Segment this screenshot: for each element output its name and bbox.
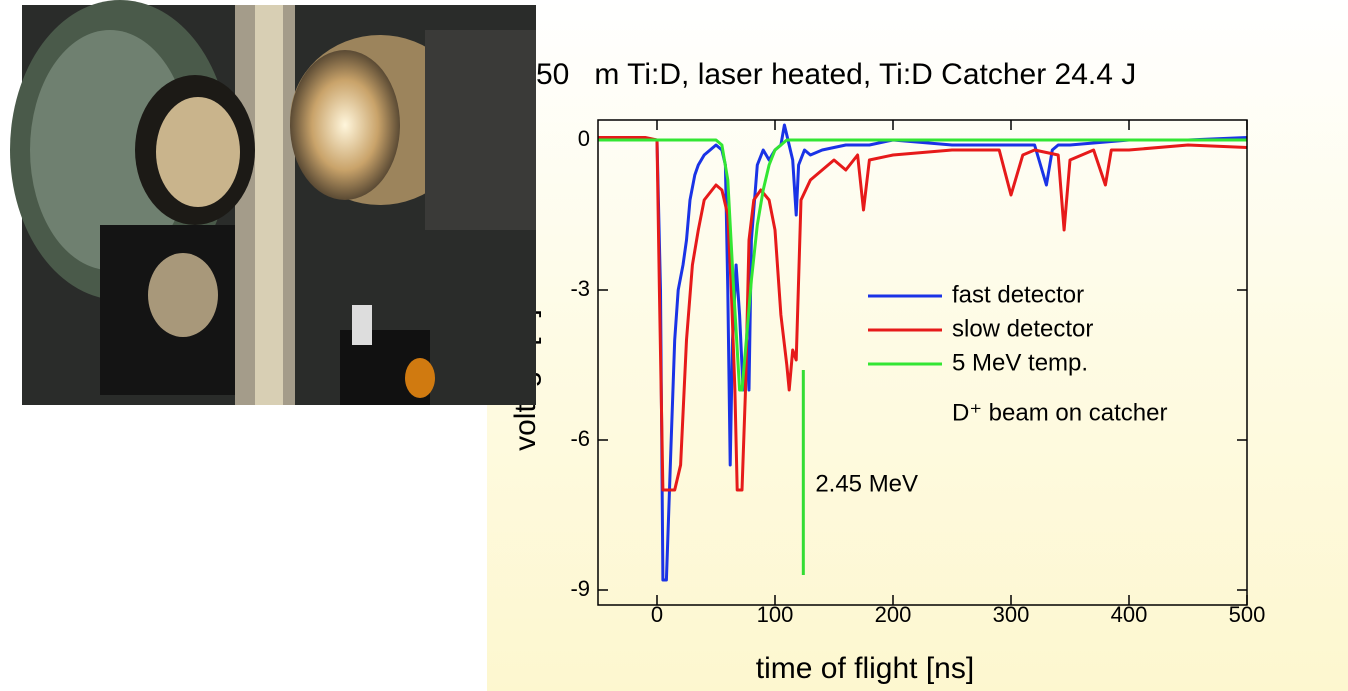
series-line [598,136,1248,492]
y-tick-label: -9 [570,576,590,601]
panel-background [487,0,1348,691]
y-tick-label: -6 [570,426,590,451]
x-tick-label: 400 [1111,602,1148,627]
x-tick-label: 0 [651,602,663,627]
legend-label: fast detector [952,281,1084,308]
x-tick-label: 500 [1229,602,1266,627]
photo [10,0,536,405]
legend-label: slow detector [952,315,1093,342]
legend-label: 5 MeV temp. [952,349,1088,376]
x-tick-label: 300 [993,602,1030,627]
series-line [597,123,1248,582]
y-tick-label: 0 [578,126,590,151]
chart-title: 50 m Ti:D, laser heated, Ti:D Catcher 24… [536,58,1136,91]
plot-frame [597,119,1248,606]
legend-note: D⁺ beam on catcher [952,399,1167,426]
x-axis-label: time of flight [ns] [756,652,974,685]
series-line [598,138,1247,392]
plot-area: 0 100 200 300 400 500 0 -3 -6 -9 2.45 MeV fast dete… [570,119,1266,627]
x-tick-label: 200 [875,602,912,627]
x-tick-label: 100 [757,602,794,627]
annotation-text: 2.45 MeV [815,470,918,497]
y-tick-label: -3 [570,276,590,301]
